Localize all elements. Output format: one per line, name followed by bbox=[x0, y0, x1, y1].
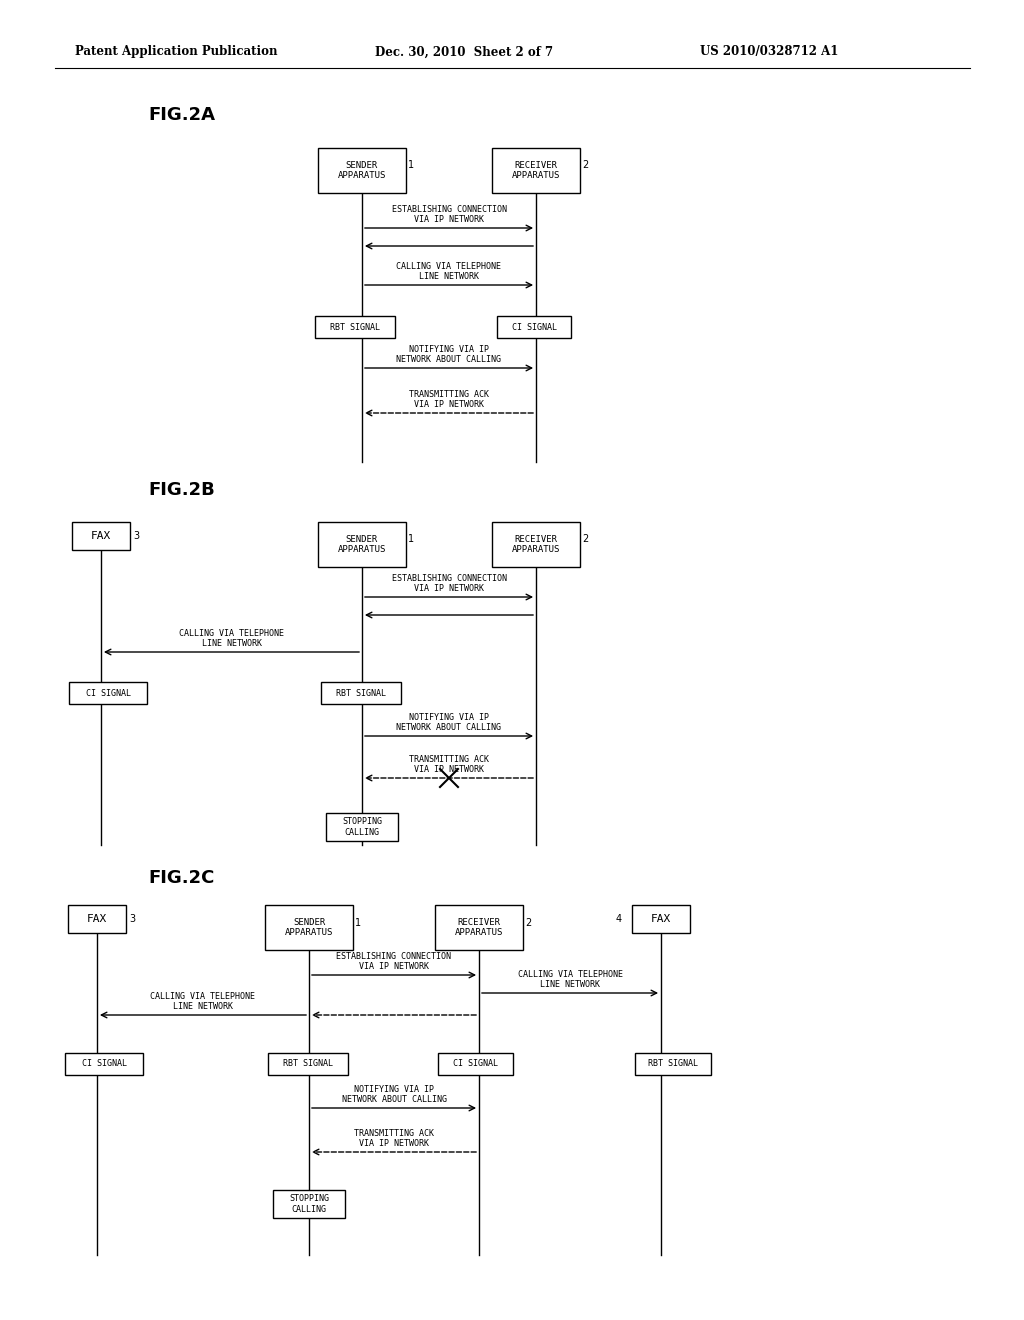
Text: RBT SIGNAL: RBT SIGNAL bbox=[283, 1060, 333, 1068]
FancyBboxPatch shape bbox=[635, 1053, 711, 1074]
Text: Dec. 30, 2010  Sheet 2 of 7: Dec. 30, 2010 Sheet 2 of 7 bbox=[375, 45, 553, 58]
Text: CI SIGNAL: CI SIGNAL bbox=[85, 689, 130, 697]
Text: RBT SIGNAL: RBT SIGNAL bbox=[336, 689, 386, 697]
Text: 1: 1 bbox=[408, 161, 414, 170]
FancyBboxPatch shape bbox=[65, 1053, 143, 1074]
Text: 4: 4 bbox=[616, 913, 623, 924]
Text: FIG.2A: FIG.2A bbox=[148, 106, 215, 124]
Text: 3: 3 bbox=[133, 531, 139, 541]
Text: CI SIGNAL: CI SIGNAL bbox=[512, 322, 556, 331]
FancyBboxPatch shape bbox=[492, 148, 580, 193]
Text: ESTABLISHING CONNECTION
VIA IP NETWORK: ESTABLISHING CONNECTION VIA IP NETWORK bbox=[337, 952, 452, 972]
FancyBboxPatch shape bbox=[492, 521, 580, 568]
FancyBboxPatch shape bbox=[326, 813, 398, 841]
Text: STOPPING
CALLING: STOPPING CALLING bbox=[342, 817, 382, 837]
Text: 1: 1 bbox=[355, 917, 361, 928]
Text: ESTABLISHING CONNECTION
VIA IP NETWORK: ESTABLISHING CONNECTION VIA IP NETWORK bbox=[391, 574, 507, 593]
Text: CALLING VIA TELEPHONE
LINE NETWORK: CALLING VIA TELEPHONE LINE NETWORK bbox=[396, 261, 502, 281]
FancyBboxPatch shape bbox=[72, 521, 130, 550]
Text: CALLING VIA TELEPHONE
LINE NETWORK: CALLING VIA TELEPHONE LINE NETWORK bbox=[151, 991, 256, 1011]
Text: SENDER
APPARATUS: SENDER APPARATUS bbox=[338, 535, 386, 554]
Text: RBT SIGNAL: RBT SIGNAL bbox=[648, 1060, 698, 1068]
Text: 2: 2 bbox=[582, 535, 588, 544]
FancyBboxPatch shape bbox=[69, 682, 147, 704]
Text: NOTIFYING VIA IP
NETWORK ABOUT CALLING: NOTIFYING VIA IP NETWORK ABOUT CALLING bbox=[341, 1085, 446, 1104]
Text: 1: 1 bbox=[408, 535, 414, 544]
Text: FIG.2B: FIG.2B bbox=[148, 480, 215, 499]
FancyBboxPatch shape bbox=[321, 682, 401, 704]
Text: TRANSMITTING ACK
VIA IP NETWORK: TRANSMITTING ACK VIA IP NETWORK bbox=[409, 389, 489, 409]
Text: RECEIVER
APPARATUS: RECEIVER APPARATUS bbox=[512, 535, 560, 554]
Text: NOTIFYING VIA IP
NETWORK ABOUT CALLING: NOTIFYING VIA IP NETWORK ABOUT CALLING bbox=[396, 345, 502, 364]
Text: CI SIGNAL: CI SIGNAL bbox=[82, 1060, 127, 1068]
FancyBboxPatch shape bbox=[273, 1191, 345, 1218]
FancyBboxPatch shape bbox=[318, 148, 406, 193]
FancyBboxPatch shape bbox=[632, 906, 690, 933]
Text: SENDER
APPARATUS: SENDER APPARATUS bbox=[338, 161, 386, 181]
Text: 2: 2 bbox=[582, 161, 588, 170]
FancyBboxPatch shape bbox=[435, 906, 523, 950]
Text: Patent Application Publication: Patent Application Publication bbox=[75, 45, 278, 58]
FancyBboxPatch shape bbox=[438, 1053, 513, 1074]
FancyBboxPatch shape bbox=[265, 906, 353, 950]
Text: RECEIVER
APPARATUS: RECEIVER APPARATUS bbox=[455, 917, 503, 937]
Text: FAX: FAX bbox=[91, 531, 112, 541]
Text: 2: 2 bbox=[525, 917, 531, 928]
Text: TRANSMITTING ACK
VIA IP NETWORK: TRANSMITTING ACK VIA IP NETWORK bbox=[354, 1129, 434, 1148]
Text: FAX: FAX bbox=[87, 913, 108, 924]
Text: CALLING VIA TELEPHONE
LINE NETWORK: CALLING VIA TELEPHONE LINE NETWORK bbox=[517, 970, 623, 989]
Text: FIG.2C: FIG.2C bbox=[148, 869, 214, 887]
Text: RBT SIGNAL: RBT SIGNAL bbox=[330, 322, 380, 331]
Text: NOTIFYING VIA IP
NETWORK ABOUT CALLING: NOTIFYING VIA IP NETWORK ABOUT CALLING bbox=[396, 713, 502, 733]
FancyBboxPatch shape bbox=[315, 315, 395, 338]
Text: STOPPING
CALLING: STOPPING CALLING bbox=[289, 1195, 329, 1213]
Text: US 2010/0328712 A1: US 2010/0328712 A1 bbox=[700, 45, 839, 58]
Text: TRANSMITTING ACK
VIA IP NETWORK: TRANSMITTING ACK VIA IP NETWORK bbox=[409, 755, 489, 774]
Text: CI SIGNAL: CI SIGNAL bbox=[453, 1060, 498, 1068]
Text: CALLING VIA TELEPHONE
LINE NETWORK: CALLING VIA TELEPHONE LINE NETWORK bbox=[179, 628, 284, 648]
Text: ESTABLISHING CONNECTION
VIA IP NETWORK: ESTABLISHING CONNECTION VIA IP NETWORK bbox=[391, 205, 507, 224]
FancyBboxPatch shape bbox=[268, 1053, 348, 1074]
Text: SENDER
APPARATUS: SENDER APPARATUS bbox=[285, 917, 333, 937]
FancyBboxPatch shape bbox=[497, 315, 571, 338]
FancyBboxPatch shape bbox=[68, 906, 126, 933]
Text: FAX: FAX bbox=[651, 913, 671, 924]
Text: RECEIVER
APPARATUS: RECEIVER APPARATUS bbox=[512, 161, 560, 181]
Text: 3: 3 bbox=[129, 913, 135, 924]
FancyBboxPatch shape bbox=[318, 521, 406, 568]
